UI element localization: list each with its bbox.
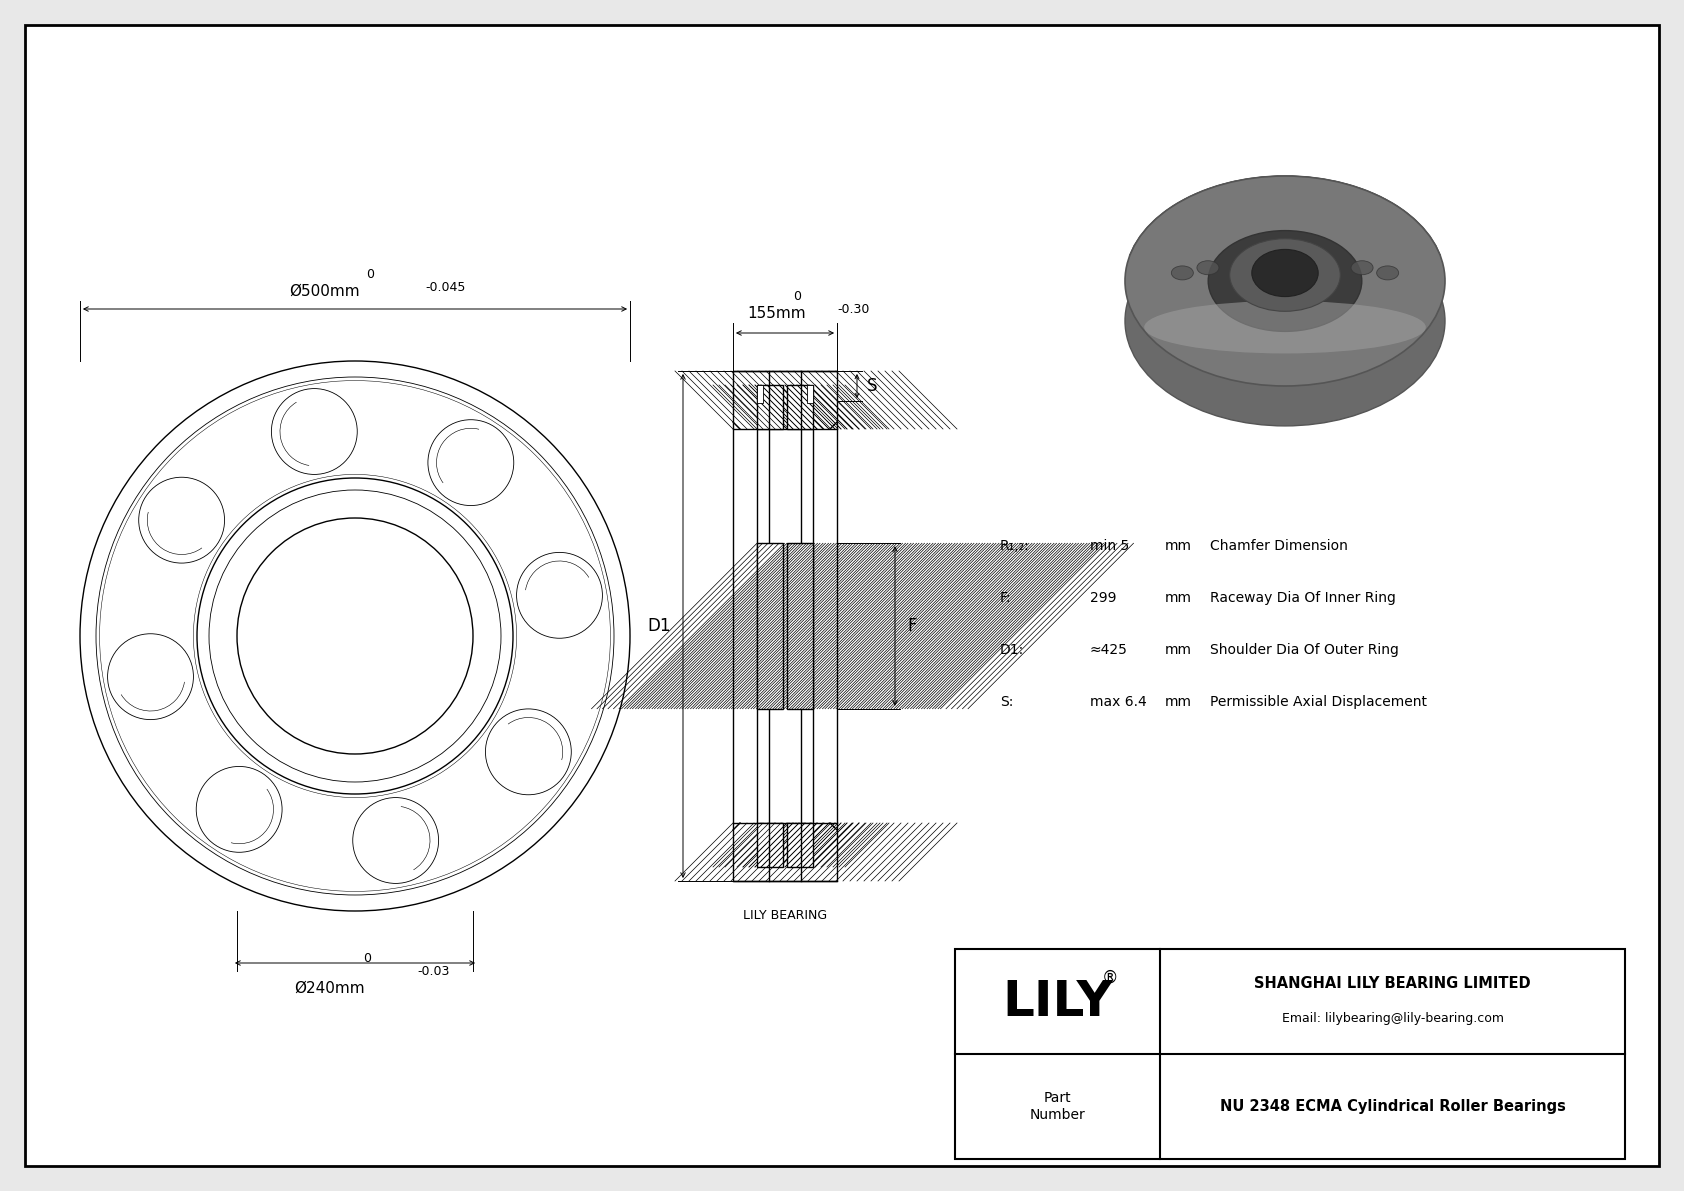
Text: -0.03: -0.03 bbox=[418, 965, 450, 978]
Text: -0.045: -0.045 bbox=[424, 281, 465, 294]
Ellipse shape bbox=[1125, 216, 1445, 426]
Text: Ø500mm: Ø500mm bbox=[290, 283, 360, 299]
Bar bbox=[758, 543, 783, 709]
Text: 299: 299 bbox=[1090, 591, 1116, 605]
Ellipse shape bbox=[1229, 238, 1340, 311]
Ellipse shape bbox=[1376, 266, 1399, 280]
Ellipse shape bbox=[1172, 266, 1194, 280]
Text: 0: 0 bbox=[364, 952, 370, 965]
Text: F: F bbox=[908, 617, 916, 635]
Text: 0: 0 bbox=[365, 268, 374, 281]
Text: mm: mm bbox=[1165, 643, 1192, 657]
Bar bbox=[733, 372, 837, 429]
Text: LILY: LILY bbox=[1002, 978, 1113, 1025]
Bar bbox=[758, 823, 783, 867]
Text: S:: S: bbox=[1000, 696, 1014, 709]
Bar bbox=[786, 823, 813, 867]
Text: NU 2348 ECMA Cylindrical Roller Bearings: NU 2348 ECMA Cylindrical Roller Bearings bbox=[1219, 1099, 1566, 1114]
Ellipse shape bbox=[1197, 261, 1219, 275]
Bar bbox=[955, 949, 1625, 1159]
Text: Ø240mm: Ø240mm bbox=[295, 981, 365, 996]
Bar bbox=[786, 385, 813, 429]
Text: 0: 0 bbox=[793, 289, 802, 303]
Text: mm: mm bbox=[1165, 696, 1192, 709]
Text: min 5: min 5 bbox=[1090, 540, 1130, 553]
Text: mm: mm bbox=[1165, 540, 1192, 553]
Bar bbox=[733, 823, 837, 881]
Text: max 6.4: max 6.4 bbox=[1090, 696, 1147, 709]
Text: R₁,₂:: R₁,₂: bbox=[1000, 540, 1029, 553]
Text: ≈425: ≈425 bbox=[1090, 643, 1128, 657]
Text: Permissible Axial Displacement: Permissible Axial Displacement bbox=[1211, 696, 1426, 709]
Polygon shape bbox=[1130, 176, 1440, 295]
Bar bbox=[786, 543, 813, 709]
Text: D1: D1 bbox=[648, 617, 670, 635]
Text: F:: F: bbox=[1000, 591, 1012, 605]
Text: Email: lilybearing@lily-bearing.com: Email: lilybearing@lily-bearing.com bbox=[1282, 1012, 1504, 1025]
Text: Part
Number: Part Number bbox=[1029, 1091, 1086, 1122]
Text: -0.30: -0.30 bbox=[837, 303, 869, 316]
Bar bbox=[807, 385, 813, 403]
Text: S: S bbox=[867, 378, 877, 395]
Text: D1:: D1: bbox=[1000, 643, 1024, 657]
Ellipse shape bbox=[1251, 249, 1319, 297]
Text: R₁: R₁ bbox=[790, 413, 802, 423]
Ellipse shape bbox=[1233, 257, 1255, 272]
Ellipse shape bbox=[1275, 256, 1297, 270]
Ellipse shape bbox=[1351, 261, 1372, 275]
Ellipse shape bbox=[1125, 176, 1445, 386]
Text: LILY BEARING: LILY BEARING bbox=[743, 909, 827, 922]
Text: mm: mm bbox=[1165, 591, 1192, 605]
Ellipse shape bbox=[1207, 231, 1362, 331]
Text: Shoulder Dia Of Outer Ring: Shoulder Dia Of Outer Ring bbox=[1211, 643, 1399, 657]
Ellipse shape bbox=[1143, 301, 1426, 354]
Text: Chamfer Dimension: Chamfer Dimension bbox=[1211, 540, 1347, 553]
Bar bbox=[758, 385, 783, 429]
Text: 155mm: 155mm bbox=[748, 306, 807, 322]
Text: R₂: R₂ bbox=[770, 413, 781, 423]
Text: SHANGHAI LILY BEARING LIMITED: SHANGHAI LILY BEARING LIMITED bbox=[1255, 975, 1531, 991]
Text: ®: ® bbox=[1101, 968, 1118, 986]
Ellipse shape bbox=[1315, 257, 1337, 272]
Bar bbox=[758, 385, 763, 403]
Text: Raceway Dia Of Inner Ring: Raceway Dia Of Inner Ring bbox=[1211, 591, 1396, 605]
